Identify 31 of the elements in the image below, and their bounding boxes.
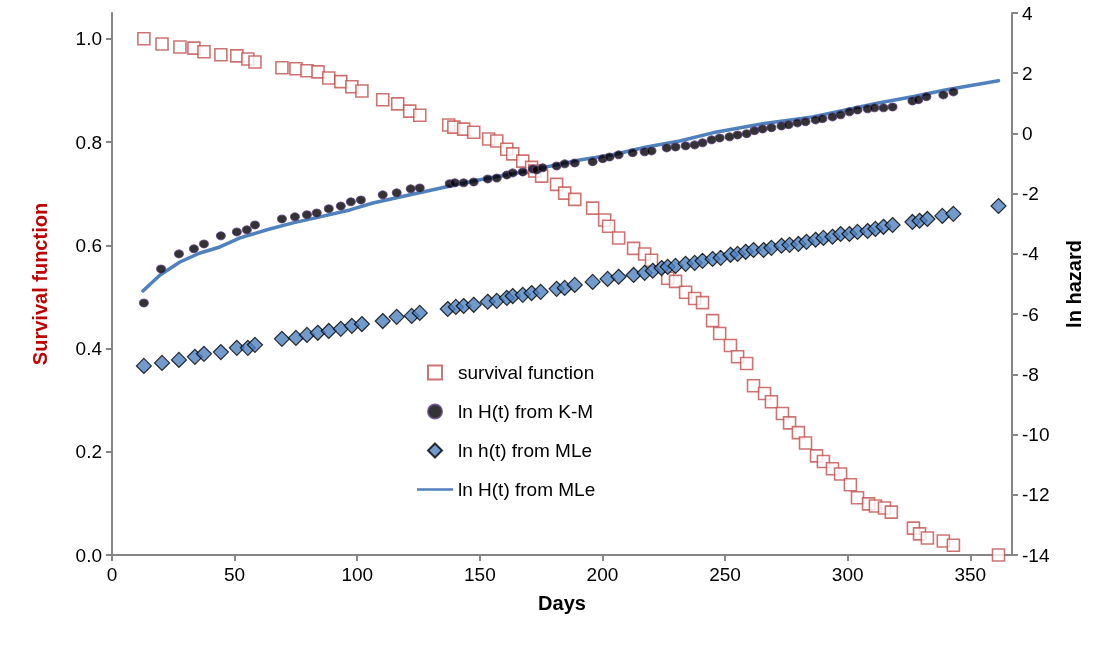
y2-tick-label: -14 [1022, 544, 1050, 566]
y-tick-label: 0.4 [75, 338, 103, 360]
x-tick-label: 0 [106, 564, 118, 585]
y2-tick-label: 2 [1022, 62, 1033, 84]
y-tick-label: 0.6 [75, 234, 102, 256]
y2-tick-label: -12 [1022, 484, 1050, 506]
legend-label: ln H(t) from MLe [458, 479, 596, 500]
y-tick-label: 1.0 [75, 28, 102, 50]
x-axis-title: Days [538, 592, 586, 614]
y2-tick-label: -4 [1022, 243, 1040, 265]
y2-tick-label: -10 [1022, 424, 1050, 446]
y-tick-label: 0.8 [75, 131, 102, 153]
legend-label: ln h(t) from MLe [458, 440, 593, 461]
x-tick-label: 250 [709, 564, 741, 585]
y-axis-title: Survival function [29, 202, 51, 366]
y2-tick-label: -6 [1022, 303, 1039, 325]
legend-label: survival function [458, 362, 595, 383]
y-tick-label: 0.2 [75, 441, 102, 463]
y2-tick-label: 4 [1022, 2, 1033, 24]
x-tick-label: 350 [954, 564, 987, 585]
x-tick-label: 300 [831, 564, 864, 585]
legend-label: ln H(t) from K-M [458, 401, 594, 422]
y2-axis-title: ln hazard [1063, 240, 1085, 328]
y-tick-label: 0.0 [75, 544, 102, 566]
x-tick-label: 150 [464, 564, 496, 585]
y2-tick-label: -8 [1022, 363, 1039, 385]
x-tick-label: 200 [586, 564, 619, 585]
x-tick-label: 100 [341, 564, 374, 585]
y2-tick-label: -2 [1022, 183, 1039, 205]
y2-tick-label: 0 [1022, 122, 1033, 144]
x-tick-label: 50 [224, 564, 246, 585]
